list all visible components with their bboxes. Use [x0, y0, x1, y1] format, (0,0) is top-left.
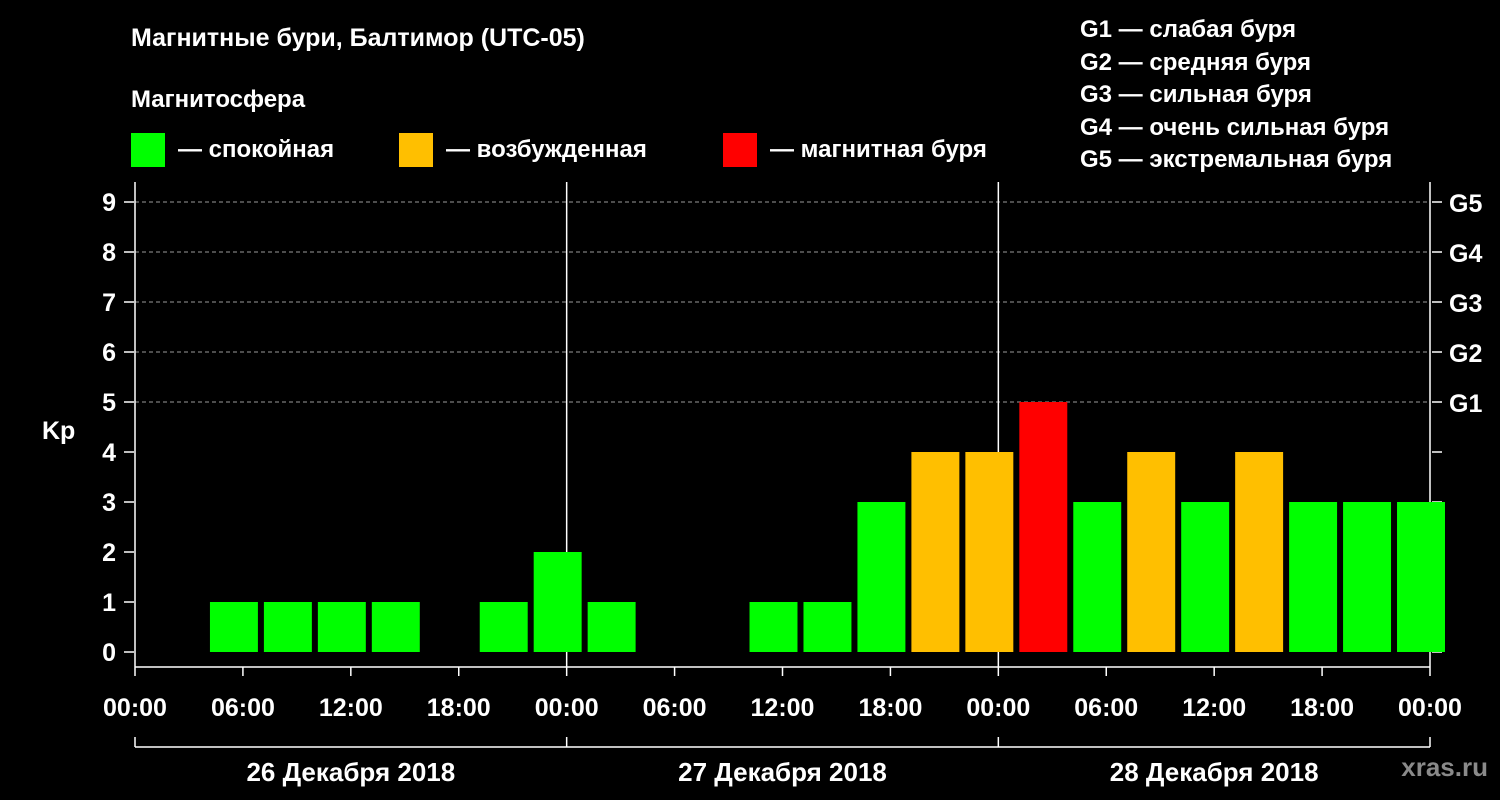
legend-swatch-quiet — [131, 133, 165, 167]
kp-bar — [263, 602, 312, 652]
g-scale-item-g2: G2 — средняя буря — [1080, 48, 1311, 76]
g-scale-legend: G1 — слабая буря G2 — средняя буря G3 — … — [1080, 14, 1392, 177]
kp-bar — [911, 452, 960, 652]
y-axis-label: Kp — [42, 417, 75, 445]
legend-item-quiet: — спокойная — [131, 133, 334, 167]
g-scale-item-g5: G5 — экстремальная буря — [1080, 146, 1393, 173]
kp-bar — [1289, 502, 1338, 652]
x-tick-label: 00:00 — [966, 694, 1030, 722]
kp-bar — [1181, 502, 1230, 652]
y-tick-label: 6 — [102, 339, 116, 367]
kp-bar — [857, 502, 906, 652]
y-tick-label: 9 — [102, 189, 116, 217]
y-tick-label: 0 — [102, 639, 116, 667]
g-scale-item-g4: G4 — очень сильная буря — [1080, 113, 1390, 141]
g-level-label-g4: G4 — [1449, 240, 1482, 268]
g-level-label-g3: G3 — [1449, 290, 1482, 318]
x-tick-label: 12:00 — [1182, 694, 1246, 722]
kp-bar — [371, 602, 420, 652]
kp-bar — [1127, 452, 1176, 652]
legend-label-quiet: — спокойная — [178, 136, 335, 163]
day-label: 26 Декабря 2018 — [246, 757, 455, 787]
x-tick-label: 18:00 — [858, 694, 922, 722]
x-tick-label: 00:00 — [535, 694, 599, 722]
legend-item-storm: — магнитная буря — [723, 133, 987, 167]
kp-bar — [1073, 502, 1122, 652]
g-scale-item-g3: G3 — сильная буря — [1080, 81, 1312, 108]
x-tick-label: 00:00 — [103, 694, 167, 722]
chart-subtitle: Магнитосфера — [131, 86, 306, 113]
kp-bar — [1343, 502, 1392, 652]
x-tick-label: 06:00 — [1074, 694, 1138, 722]
x-tick-label: 12:00 — [751, 694, 815, 722]
g-level-label-g2: G2 — [1449, 340, 1482, 368]
y-tick-label: 7 — [102, 289, 116, 317]
legend-label-storm: — магнитная буря — [770, 136, 987, 163]
x-tick-label: 06:00 — [643, 694, 707, 722]
y-tick-label: 4 — [102, 439, 116, 467]
legend-label-active: — возбужденная — [446, 136, 647, 163]
legend-swatch-active — [399, 133, 433, 167]
x-tick-label: 18:00 — [427, 694, 491, 722]
y-tick-label: 3 — [102, 489, 116, 517]
x-tick-label: 18:00 — [1290, 694, 1354, 722]
legend-item-active: — возбужденная — [399, 133, 647, 167]
kp-bar — [587, 602, 636, 652]
g-scale-item-g1: G1 — слабая буря — [1080, 16, 1297, 43]
g-level-label-g5: G5 — [1449, 190, 1482, 218]
legend-swatch-storm — [723, 133, 757, 167]
y-tick-label: 8 — [102, 239, 116, 267]
g-level-label-g1: G1 — [1449, 390, 1482, 418]
kp-bar — [1019, 402, 1068, 652]
kp-bar — [1235, 452, 1284, 652]
kp-bar — [749, 602, 798, 652]
chart-title: Магнитные бури, Балтимор (UTC-05) — [131, 24, 585, 52]
kp-bar — [317, 602, 366, 652]
day-label: 27 Декабря 2018 — [678, 757, 887, 787]
kp-bar — [1397, 502, 1445, 652]
kp-bar — [965, 452, 1014, 652]
x-tick-label: 06:00 — [211, 694, 275, 722]
day-label: 28 Декабря 2018 — [1110, 757, 1319, 787]
y-tick-label: 2 — [102, 539, 116, 567]
kp-bar — [803, 602, 852, 652]
kp-bar — [209, 602, 258, 652]
x-tick-label: 00:00 — [1398, 694, 1462, 722]
kp-bar — [533, 552, 582, 652]
y-tick-label: 1 — [102, 589, 116, 617]
watermark: xras.ru — [1401, 752, 1488, 782]
kp-bar — [479, 602, 528, 652]
y-tick-label: 5 — [102, 389, 116, 417]
x-tick-label: 12:00 — [319, 694, 383, 722]
